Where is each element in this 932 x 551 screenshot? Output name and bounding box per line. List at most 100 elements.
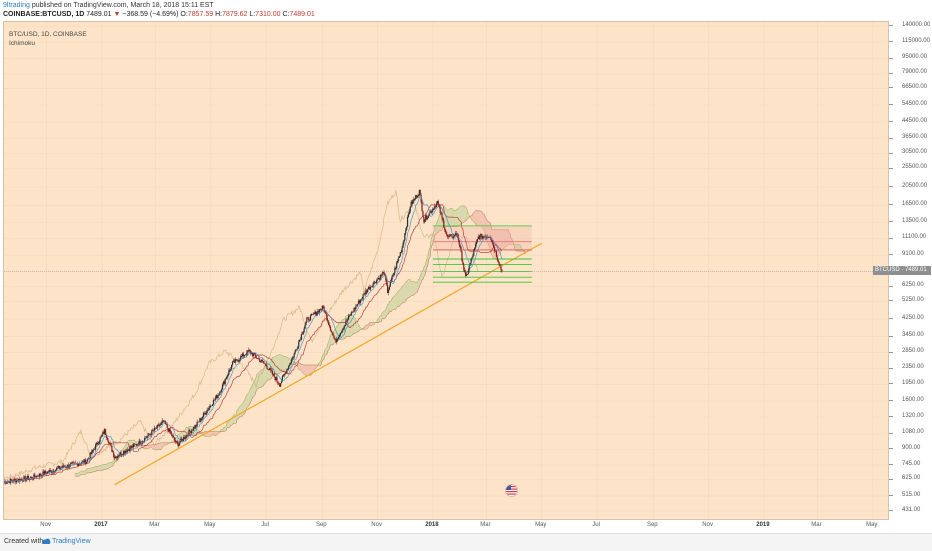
candle-body — [480, 235, 481, 239]
ichimoku-cloud-segment — [388, 304, 389, 314]
candle-body — [219, 392, 220, 395]
ichimoku-cloud-segment — [265, 364, 266, 383]
candle-body — [500, 266, 501, 270]
candle-body — [71, 463, 72, 464]
candle-body — [305, 322, 306, 326]
time-tick-label: 2017 — [94, 522, 107, 528]
candle-body — [119, 455, 120, 456]
price-tick — [889, 368, 893, 369]
candle-body — [301, 334, 302, 340]
candle-body — [340, 333, 341, 336]
chart-svg — [4, 22, 889, 520]
price-tick — [889, 300, 893, 301]
time-tick-label: Jul — [261, 522, 269, 528]
candle-body — [497, 257, 498, 260]
candle-body — [222, 384, 223, 389]
created-with-text: Created with — [4, 538, 43, 545]
candle-body — [241, 356, 242, 357]
price-tick-label: 1080.00 — [902, 429, 924, 435]
candle-body — [344, 325, 345, 326]
candle-body — [91, 450, 92, 454]
ichimoku-cloud-segment — [276, 356, 277, 375]
ichimoku-cloud-segment — [455, 210, 456, 226]
ichimoku-cloud-segment — [95, 467, 96, 472]
price-tick-label: 3450.00 — [902, 332, 924, 338]
candle-body — [244, 355, 245, 356]
time-tick-label: Nov — [702, 522, 713, 528]
price-tick-label: 95000.00 — [902, 54, 927, 60]
candle-body — [274, 374, 275, 377]
candle-body — [363, 294, 364, 298]
candle-body — [491, 240, 492, 242]
senkou-span-b — [75, 211, 526, 477]
candle-body — [412, 200, 413, 204]
candle-body — [459, 240, 460, 245]
ichimoku-cloud-segment — [87, 468, 88, 473]
chart-plot-area[interactable]: BTC/USD, 1D, COINBASE Ichimoku — [3, 21, 889, 520]
price-tick-label: 745.00 — [902, 461, 920, 467]
price-tick-label: 900.00 — [902, 445, 920, 451]
price-tick — [889, 153, 893, 154]
ichimoku-cloud-segment — [465, 206, 466, 222]
tradingview-link[interactable]: TradingView — [52, 538, 91, 545]
candle-body — [460, 247, 461, 252]
candle-body — [99, 442, 100, 444]
candle-body — [330, 327, 331, 331]
close-value: 7489.01 — [289, 11, 314, 18]
candle-body — [201, 418, 202, 420]
ichimoku-cloud-segment — [215, 432, 216, 436]
ichimoku-cloud-segment — [413, 282, 414, 295]
candle-body — [407, 217, 408, 227]
price-tick-label: 115000.00 — [902, 38, 930, 44]
ichimoku-cloud-segment — [155, 444, 156, 450]
price-tick — [889, 204, 893, 205]
ichimoku-cloud-segment — [453, 209, 454, 226]
candle-body — [394, 268, 395, 273]
legend-indicator[interactable]: Ichimoku — [9, 39, 87, 48]
ichimoku-cloud-segment — [279, 354, 280, 373]
candle-body — [304, 325, 305, 328]
ichimoku-cloud-segment — [104, 464, 105, 469]
author-link[interactable]: 9ltrading — [3, 2, 30, 9]
price-tick-label: 515.00 — [902, 492, 920, 498]
candle-body — [418, 195, 419, 196]
candle-body — [293, 357, 294, 358]
ichimoku-cloud-segment — [75, 473, 76, 476]
chart-header: 9ltrading published on TradingView.com, … — [0, 0, 932, 21]
ichimoku-cloud-segment — [449, 209, 450, 227]
ichimoku-cloud-segment — [243, 401, 244, 415]
candle-body — [264, 363, 265, 364]
candle-body — [81, 461, 82, 463]
ichimoku-cloud-segment — [84, 471, 85, 474]
price-tick-label: 6250.00 — [902, 282, 924, 288]
ichimoku-cloud-segment — [304, 365, 305, 374]
candle-body — [294, 354, 295, 358]
candle-body — [402, 243, 403, 247]
price-tick — [889, 336, 893, 337]
candle-body — [147, 436, 148, 438]
ichimoku-cloud-segment — [96, 466, 97, 471]
ichimoku-cloud-segment — [380, 315, 381, 322]
time-tick-label: 2019 — [756, 522, 769, 528]
ichimoku-cloud-segment — [407, 280, 408, 300]
ichimoku-cloud-segment — [178, 434, 179, 441]
ichimoku-cloud-segment — [410, 280, 411, 297]
us-flag-event-icon[interactable] — [505, 484, 518, 497]
candle-body — [356, 306, 357, 307]
candle-body — [337, 339, 338, 340]
ichimoku-cloud-segment — [403, 285, 404, 303]
candle-body — [343, 326, 344, 329]
ichimoku-cloud-segment — [286, 356, 287, 370]
candle-body — [181, 439, 182, 440]
candle-body — [383, 272, 384, 275]
candle-body — [157, 425, 158, 428]
candle-body — [333, 336, 334, 339]
price-tick — [889, 383, 893, 384]
candle-body — [295, 351, 296, 354]
tradingview-logo-icon[interactable] — [41, 537, 51, 548]
candle-body — [461, 252, 462, 262]
ichimoku-cloud-segment — [477, 211, 478, 227]
candle-body — [230, 369, 231, 370]
ichimoku-cloud-segment — [459, 206, 460, 225]
